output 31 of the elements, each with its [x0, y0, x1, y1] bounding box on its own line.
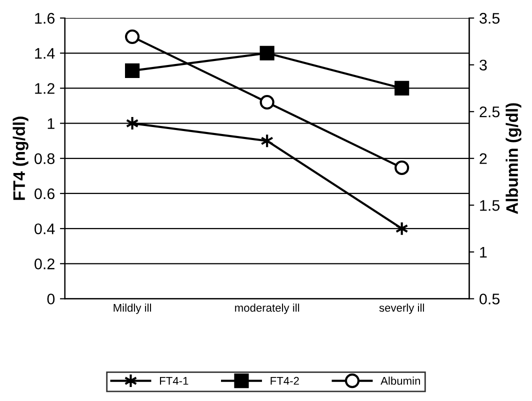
y2-tick-label: 2.5 [480, 106, 500, 118]
point [394, 80, 410, 96]
y-axis-title: FT4 (ng/dl) [12, 116, 28, 200]
point [124, 29, 140, 44]
y-tick-label: 0 [47, 294, 55, 304]
point [260, 46, 274, 60]
y-tick-label: 0.6 [34, 188, 55, 200]
y2-axis-title: Albumin (g/dl) [506, 103, 522, 214]
y-tick-label: 0.2 [34, 258, 54, 270]
legend-label: Albumin [380, 376, 420, 385]
y2-tick-label: 0.5 [480, 294, 500, 304]
y-tick-label: 1.6 [35, 12, 55, 24]
y2-tick-label: 1.5 [480, 200, 500, 211]
x-tick-label: severly ill [379, 304, 424, 314]
point [394, 160, 410, 176]
y-tick-label: 1 [48, 118, 54, 129]
y-tick-label: 0.8 [34, 153, 55, 164]
y2-tick-label: 2 [480, 153, 487, 164]
point [124, 63, 140, 78]
y-tick-label: 0.4 [34, 223, 55, 234]
y-tick-label: 1.4 [35, 48, 55, 59]
legend-label: FT4-2 [270, 376, 299, 385]
y2-tick-label: 1 [480, 246, 487, 258]
point [260, 94, 274, 110]
legend-label: FT4-1 [160, 377, 188, 385]
x-tick-label: Mildly ill [114, 304, 151, 314]
x-tick-label: moderately ill [235, 304, 300, 314]
y2-tick-label: 3.5 [480, 12, 500, 24]
point [126, 116, 139, 131]
y2-tick-label: 3 [480, 60, 487, 71]
y-tick-label: 1.2 [35, 83, 54, 94]
